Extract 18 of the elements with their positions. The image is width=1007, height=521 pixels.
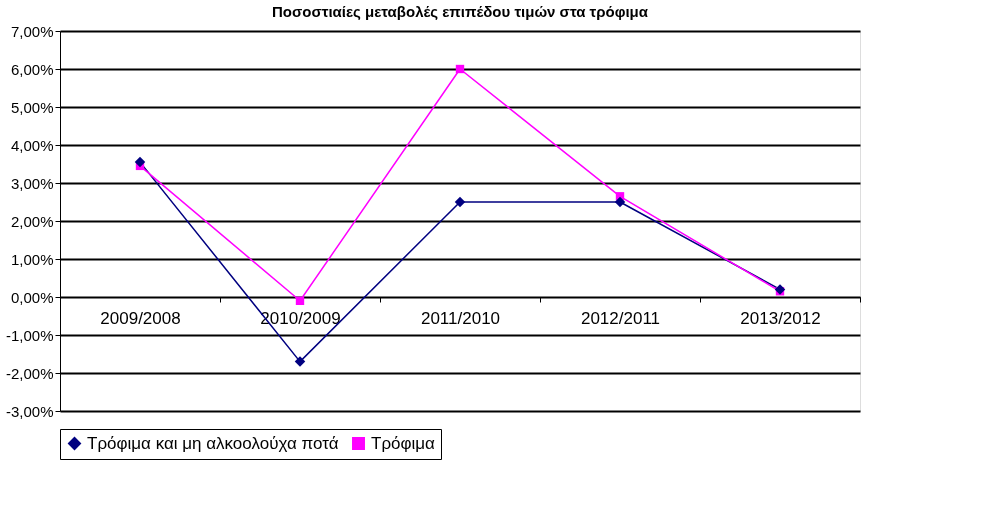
y-tick-label: 0,00% <box>10 288 54 306</box>
y-tick-label: 6,00% <box>10 60 54 78</box>
y-tick-label: -1,00% <box>5 326 54 344</box>
y-tick-label: 2,00% <box>10 212 54 230</box>
legend-label: Τρόφιμα και μη αλκοολούχα ποτά <box>87 433 339 453</box>
y-tick-label: 7,00% <box>10 22 54 40</box>
x-tick-label: 2012/2011 <box>580 308 661 328</box>
y-tick-label: 4,00% <box>10 136 54 154</box>
y-tick-label: 5,00% <box>10 98 54 116</box>
y-tick-label: 3,00% <box>10 174 54 192</box>
x-tick-label: 2009/2008 <box>100 308 181 328</box>
chart-title: Ποσοστιαίες μεταβολές επιπέδου τιμών στα τρόφιμα <box>272 3 649 20</box>
y-tick-label: -3,00% <box>5 402 54 420</box>
y-tick-label: 1,00% <box>10 250 54 268</box>
y-tick-label: -2,00% <box>5 364 54 382</box>
x-tick-label: 2011/2010 <box>420 308 501 328</box>
x-tick-label: 2013/2012 <box>740 308 821 328</box>
legend-label: Τρόφιμα <box>371 433 436 453</box>
